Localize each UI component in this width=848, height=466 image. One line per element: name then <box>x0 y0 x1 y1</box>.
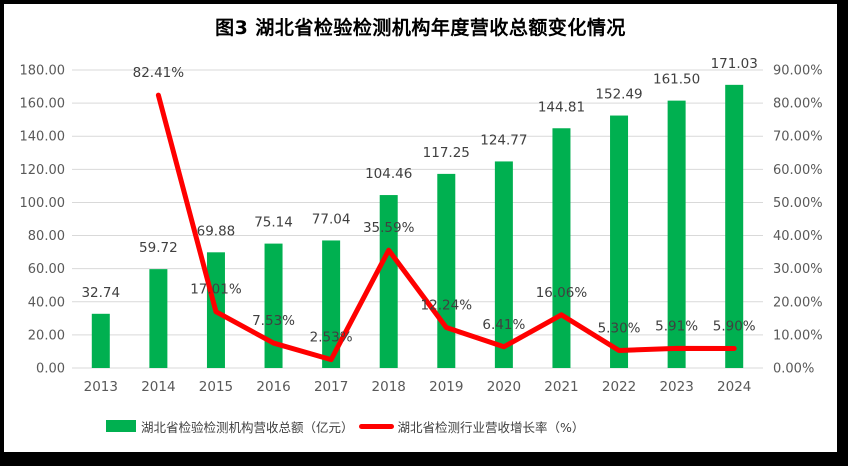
x-axis-label-2014: 2014 <box>141 379 175 395</box>
line-label-2015: 17.01% <box>190 282 242 298</box>
bar-2021 <box>552 128 571 368</box>
x-axis-label-2021: 2021 <box>544 379 578 395</box>
combo-chart: 0.00 20.00 40.00 60.00 80.00 100.00 120.00 140.… <box>20 56 823 395</box>
left-axis-tick-label: 180.00 <box>20 64 66 79</box>
bar-label-2014: 59.72 <box>139 240 178 256</box>
bar-2014 <box>149 269 168 368</box>
legend: 湖北省检验检测机构营收总额（亿元） 湖北省检测行业营收增长率（%） <box>106 417 584 435</box>
bar-series-label: 湖北省检验检测机构营收总额（亿元） <box>141 419 354 435</box>
bar-label-2019: 117.25 <box>423 145 470 161</box>
bar-2018 <box>379 195 398 368</box>
bar-2017 <box>322 240 341 368</box>
bar-2020 <box>494 161 513 368</box>
left-axis-tick-label: 80.00 <box>28 229 65 244</box>
bar-label-2023: 161.50 <box>653 72 700 88</box>
line-label-2021: 16.06% <box>536 285 588 301</box>
x-axis-label-2018: 2018 <box>372 379 406 395</box>
left-axis-tick-label: 120.00 <box>20 163 66 178</box>
line-series-swatch <box>358 423 394 429</box>
x-axis-label-2016: 2016 <box>256 379 290 395</box>
bar-label-2022: 152.49 <box>595 87 642 103</box>
bar-label-2015: 69.88 <box>197 223 236 239</box>
x-axis-label-2020: 2020 <box>487 379 521 395</box>
x-axis-label-2024: 2024 <box>717 379 751 395</box>
left-axis-tick-label: 40.00 <box>28 295 65 310</box>
right-axis-tick-label: 80.00% <box>773 97 823 112</box>
line-label-2024: 5.90% <box>713 318 756 334</box>
bar-2013 <box>91 313 110 368</box>
right-axis-tick-label: 40.00% <box>773 229 823 244</box>
right-axis-tick-label: 60.00% <box>773 163 823 178</box>
line-label-2017: 2.53% <box>310 330 353 346</box>
right-axis-tick-label: 0.00% <box>773 362 814 377</box>
bar-label-2016: 75.14 <box>254 215 293 231</box>
x-axis-label-2022: 2022 <box>602 379 636 395</box>
x-axis-label-2013: 2013 <box>84 379 118 395</box>
bar-2019 <box>437 173 456 368</box>
legend-item-line-series: 湖北省检测行业营收增长率（%） <box>358 417 585 436</box>
x-axis-label-2015: 2015 <box>199 379 233 395</box>
line-label-2014: 82.41% <box>133 65 185 81</box>
line-label-2023: 5.91% <box>655 318 698 334</box>
line-label-2016: 7.53% <box>252 313 295 329</box>
bar-label-2017: 77.04 <box>312 211 351 227</box>
bar-label-2018: 104.46 <box>365 166 412 182</box>
line-label-2020: 6.41% <box>482 317 525 333</box>
right-axis-tick-label: 20.00% <box>773 295 823 310</box>
left-axis-tick-label: 0.00 <box>36 362 65 377</box>
right-axis-tick-label: 30.00% <box>773 262 823 277</box>
left-axis-tick-label: 140.00 <box>20 130 66 145</box>
right-axis-tick-label: 70.00% <box>773 130 823 145</box>
left-axis-tick-label: 20.00 <box>28 328 65 343</box>
x-axis-label-2017: 2017 <box>314 379 348 395</box>
x-axis-label-2023: 2023 <box>659 379 693 395</box>
bar-2022 <box>610 115 629 368</box>
left-axis-tick-label: 100.00 <box>20 196 66 211</box>
right-axis-tick-label: 10.00% <box>773 328 823 343</box>
growth-rate-line <box>155 92 737 363</box>
bar-2024 <box>725 84 744 368</box>
right-axis-tick-label: 50.00% <box>773 196 823 211</box>
left-axis-tick-label: 160.00 <box>20 97 66 112</box>
bar-series-swatch <box>106 420 136 432</box>
line-label-2019: 12.24% <box>421 297 473 313</box>
bar-label-2013: 32.74 <box>81 285 120 301</box>
line-series-label: 湖北省检测行业营收增长率（%） <box>397 419 585 435</box>
x-axis-label-2019: 2019 <box>429 379 463 395</box>
left-axis-tick-label: 60.00 <box>28 262 65 277</box>
legend-item-bar-series: 湖北省检验检测机构营收总额（亿元） <box>106 417 354 436</box>
bar-label-2024: 171.03 <box>711 56 758 72</box>
line-label-2018: 35.59% <box>363 220 415 236</box>
bar-2016 <box>264 243 283 368</box>
bar-2023 <box>667 100 686 368</box>
right-axis-tick-label: 90.00% <box>773 64 823 79</box>
line-label-2022: 5.30% <box>598 320 641 336</box>
chart-canvas: 图3 湖北省检验检测机构年度营收总额变化情况 0.00 20.00 40.00 60.… <box>4 4 837 452</box>
bar-label-2020: 124.77 <box>480 132 527 148</box>
bar-label-2021: 144.81 <box>538 99 585 115</box>
chart-title: 图3 湖北省检验检测机构年度营收总额变化情况 <box>215 17 626 39</box>
